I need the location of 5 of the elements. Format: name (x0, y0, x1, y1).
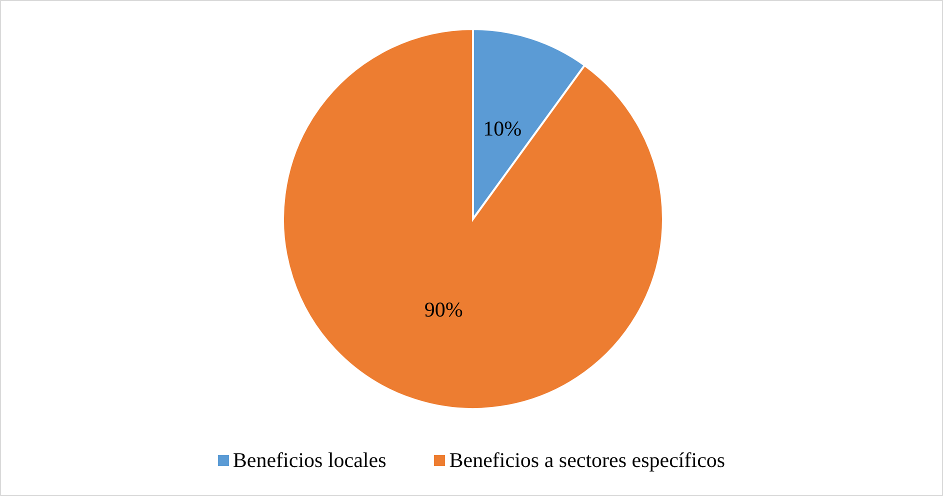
data-label: 10% (483, 116, 522, 141)
data-label: 90% (424, 297, 463, 322)
pie-slice (282, 28, 664, 410)
legend-label: Beneficios a sectores específicos (449, 448, 726, 473)
legend-label: Beneficios locales (232, 448, 386, 473)
